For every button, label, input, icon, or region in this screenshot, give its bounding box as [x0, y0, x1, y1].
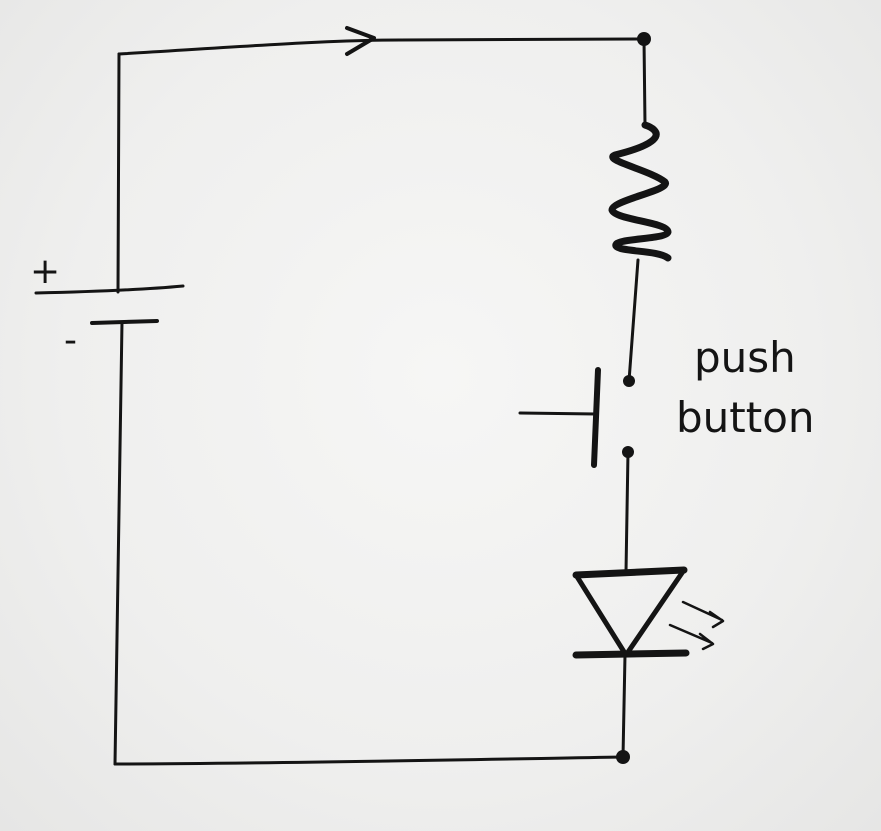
push-button-plunger — [591, 367, 601, 468]
push-button-label-line1: push — [694, 333, 796, 382]
led-top-bar — [572, 566, 688, 579]
push-button-label-line2: button — [676, 393, 815, 442]
wire-left-top — [116, 52, 121, 294]
led-light-arrow-icon — [681, 600, 725, 629]
wire-top — [117, 37, 646, 56]
junction-top-right — [637, 32, 651, 46]
wire-right-top — [642, 37, 647, 127]
battery-plus-label: + — [30, 251, 60, 292]
wire-bottom — [113, 755, 625, 766]
battery-negative-plate — [90, 319, 159, 325]
led-cathode-bar — [572, 649, 690, 659]
switch-terminal-top — [623, 375, 635, 387]
current-arrow-icon — [345, 26, 376, 56]
wire-resistor-switch — [627, 258, 640, 383]
resistor-icon — [608, 121, 672, 262]
wire-switch-led — [624, 450, 630, 574]
wire-left-bottom — [113, 320, 124, 766]
led-triangle-icon — [573, 567, 687, 658]
battery-minus-label: - — [64, 320, 77, 361]
push-button-stem — [518, 411, 598, 416]
wire-led-bottom — [621, 653, 627, 759]
junction-bottom-right — [616, 750, 630, 764]
battery-positive-plate — [34, 284, 185, 295]
led-light-arrow-icon-2 — [668, 623, 715, 651]
